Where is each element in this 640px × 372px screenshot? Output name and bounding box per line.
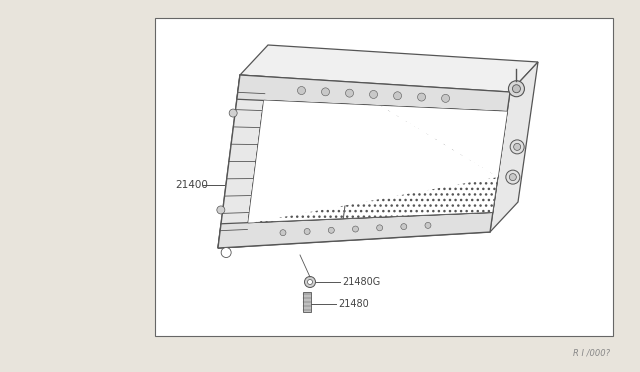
Circle shape <box>401 224 407 230</box>
Circle shape <box>376 225 383 231</box>
Circle shape <box>346 89 353 97</box>
Circle shape <box>442 94 449 102</box>
Polygon shape <box>218 75 267 248</box>
Text: 21480: 21480 <box>338 299 369 309</box>
Circle shape <box>369 90 378 99</box>
Circle shape <box>417 93 426 101</box>
Circle shape <box>221 247 231 257</box>
Circle shape <box>229 109 237 117</box>
Circle shape <box>321 88 330 96</box>
Polygon shape <box>237 75 510 112</box>
Polygon shape <box>381 106 507 177</box>
Text: 21480G: 21480G <box>342 277 380 287</box>
Circle shape <box>514 143 521 150</box>
Circle shape <box>513 85 520 93</box>
Circle shape <box>510 140 524 154</box>
Polygon shape <box>248 100 507 222</box>
Bar <box>155 18 613 336</box>
Text: R I /000?: R I /000? <box>573 349 610 358</box>
Circle shape <box>298 87 305 94</box>
Circle shape <box>509 174 516 181</box>
Circle shape <box>508 81 524 97</box>
Circle shape <box>305 276 316 288</box>
Circle shape <box>394 92 401 100</box>
Polygon shape <box>240 45 538 92</box>
Text: 21400: 21400 <box>175 180 208 190</box>
Polygon shape <box>218 75 510 248</box>
Polygon shape <box>343 105 507 219</box>
Circle shape <box>217 206 225 214</box>
Circle shape <box>307 279 312 285</box>
Circle shape <box>506 170 520 184</box>
Circle shape <box>353 226 358 232</box>
Circle shape <box>280 230 286 236</box>
Polygon shape <box>248 100 358 222</box>
Circle shape <box>304 228 310 234</box>
Circle shape <box>425 222 431 228</box>
Bar <box>303 292 311 312</box>
Polygon shape <box>248 100 498 222</box>
Polygon shape <box>218 212 493 248</box>
Polygon shape <box>490 62 538 232</box>
Circle shape <box>328 227 334 233</box>
